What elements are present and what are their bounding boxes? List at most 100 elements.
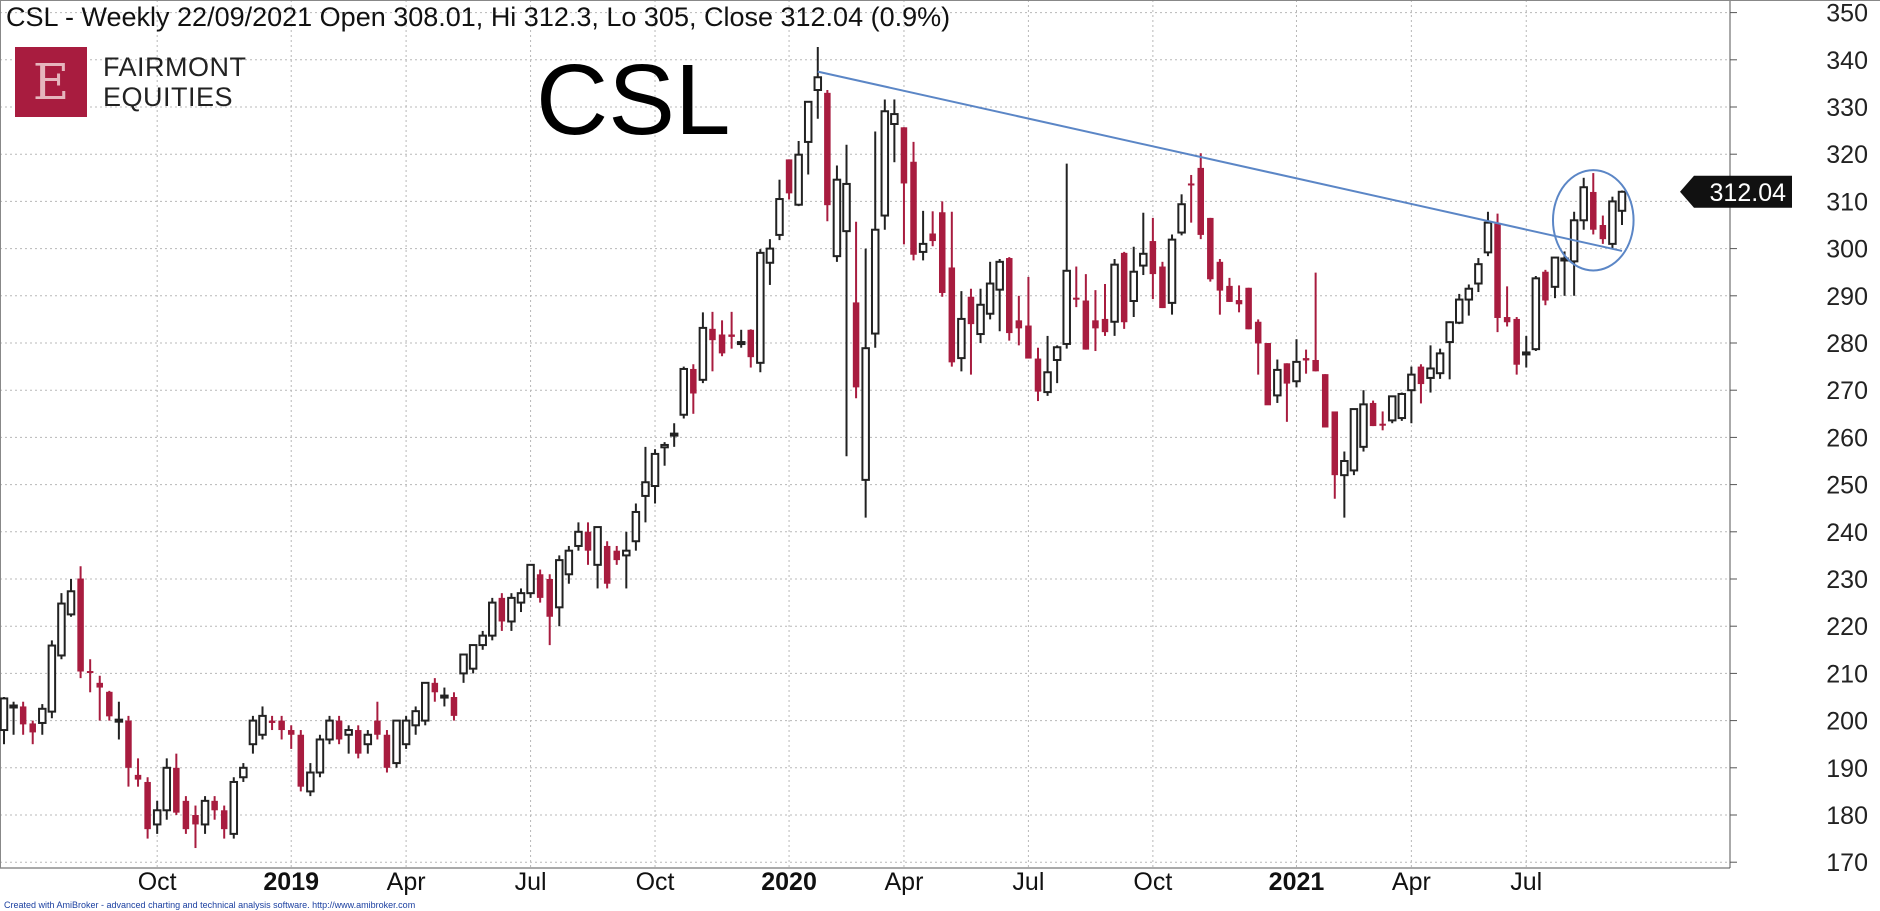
candle-up xyxy=(526,563,535,595)
candle-down xyxy=(211,800,218,811)
candle-down xyxy=(86,671,94,674)
candle-up xyxy=(890,113,899,125)
candle-up xyxy=(1474,263,1483,285)
candle-up xyxy=(478,634,487,647)
candle-up xyxy=(1359,403,1368,448)
candle-down xyxy=(1369,402,1377,427)
y-tick-label: 300 xyxy=(1826,236,1868,264)
candle-down xyxy=(603,545,611,584)
candle-down xyxy=(173,767,180,813)
candle-down xyxy=(690,368,697,394)
x-tick-label: 2021 xyxy=(1269,868,1325,896)
candle-up xyxy=(1349,408,1359,472)
candle-up xyxy=(1522,351,1531,356)
x-tick-label: 2020 xyxy=(761,868,817,896)
candle-up xyxy=(813,76,823,92)
candle-down xyxy=(1513,318,1520,365)
candle-down xyxy=(747,329,755,358)
candle-up xyxy=(66,590,76,616)
last-price-tag xyxy=(1680,175,1792,208)
candle-up xyxy=(229,780,239,835)
candle-down xyxy=(1187,183,1195,186)
candle-up xyxy=(880,110,890,217)
y-tick-label: 310 xyxy=(1826,188,1868,216)
candle-down xyxy=(1159,266,1166,309)
candle-up xyxy=(1426,367,1435,379)
candle-down xyxy=(1331,411,1339,476)
candle-up xyxy=(0,697,9,732)
candle-down xyxy=(354,730,362,754)
candle-down xyxy=(584,531,592,551)
candle-down xyxy=(106,691,113,717)
y-tick-label: 290 xyxy=(1826,283,1868,311)
brand-line1: FAIRMONT xyxy=(103,52,247,82)
candle-down xyxy=(546,579,553,617)
candle-down xyxy=(1226,285,1233,302)
candle-up xyxy=(669,432,679,437)
candle-up xyxy=(1129,270,1138,302)
candle-up xyxy=(1608,200,1617,245)
candle-down xyxy=(1379,423,1386,426)
candle-down xyxy=(1197,167,1204,235)
x-tick-label: Oct xyxy=(1133,868,1172,896)
candle-up xyxy=(38,707,47,724)
candle-down xyxy=(967,296,975,325)
candle-up xyxy=(574,530,583,547)
candle-up xyxy=(832,178,842,258)
y-tick-label: 260 xyxy=(1826,424,1868,452)
y-tick-label: 320 xyxy=(1826,141,1868,169)
logo-letter: E xyxy=(32,53,70,111)
y-tick-label: 270 xyxy=(1826,377,1868,405)
candle-up xyxy=(363,733,373,746)
y-tick-label: 240 xyxy=(1826,519,1868,547)
candle-down xyxy=(1034,358,1042,392)
candle-down xyxy=(29,723,36,733)
candle-down xyxy=(278,720,285,731)
candle-down xyxy=(96,682,103,688)
candle-down xyxy=(1590,191,1597,230)
x-tick-label: Apr xyxy=(387,868,426,896)
candle-up xyxy=(1273,368,1282,397)
candle-down xyxy=(1599,225,1607,240)
candle-up xyxy=(516,592,526,604)
candle-down xyxy=(1207,217,1214,280)
x-tick-label: Apr xyxy=(1392,868,1431,896)
candle-down xyxy=(335,720,343,740)
candle-down xyxy=(192,815,199,825)
candle-up xyxy=(152,809,162,826)
candle-up xyxy=(1167,238,1177,304)
footer-credit: Created with AmiBroker - advanced charti… xyxy=(4,900,416,910)
candle-down xyxy=(297,734,305,787)
candle-up xyxy=(1483,221,1493,254)
candle-up xyxy=(1062,269,1071,345)
candle-up xyxy=(325,719,334,741)
candle-down xyxy=(1312,359,1319,372)
candle-up xyxy=(1407,373,1416,392)
candle-down xyxy=(1245,287,1252,330)
candle-up xyxy=(1110,263,1119,323)
candle-up xyxy=(641,481,650,497)
fairmont-logo: E xyxy=(15,47,87,117)
trendline xyxy=(817,70,1623,252)
candle-down xyxy=(938,212,946,293)
candle-down xyxy=(1542,271,1549,301)
candle-up xyxy=(344,729,353,736)
candle-down xyxy=(1082,300,1090,350)
candle-down xyxy=(1302,358,1310,361)
candle-up xyxy=(248,719,258,746)
y-tick-label: 350 xyxy=(1826,0,1868,28)
y-tick-label: 200 xyxy=(1826,708,1868,736)
y-tick-label: 180 xyxy=(1826,802,1868,830)
candle-up xyxy=(976,303,985,336)
candle-up xyxy=(1292,360,1301,383)
candle-up xyxy=(1617,190,1627,212)
candle-down xyxy=(125,720,132,768)
candle-up xyxy=(306,771,315,793)
candle-up xyxy=(593,526,602,566)
brand-line2: EQUITIES xyxy=(103,82,234,112)
candle-up xyxy=(9,704,18,709)
candle-up xyxy=(315,738,325,774)
candle-up xyxy=(114,718,124,723)
y-tick-label: 340 xyxy=(1826,47,1868,75)
